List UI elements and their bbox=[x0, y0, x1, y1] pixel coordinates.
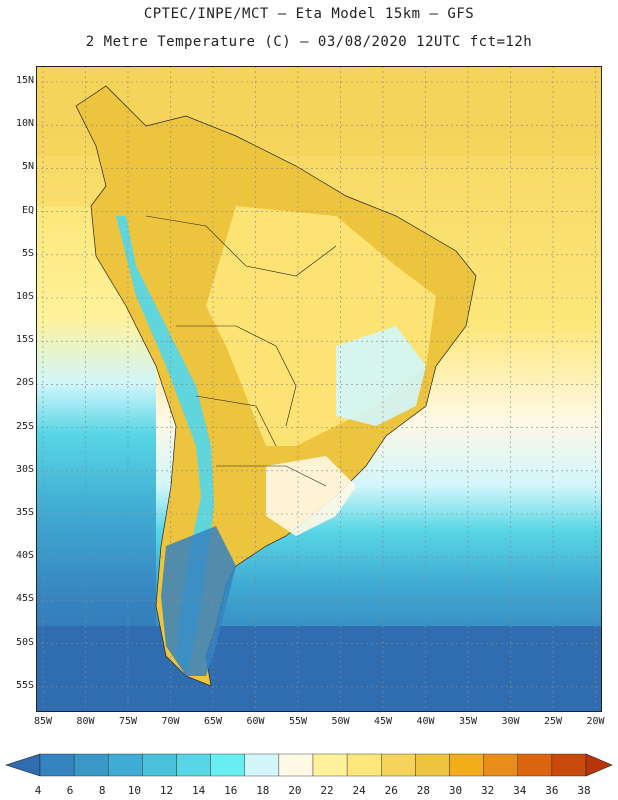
scale-swatch bbox=[176, 753, 211, 777]
scale-swatch bbox=[551, 753, 587, 777]
lat-label: 30S bbox=[15, 463, 34, 475]
scale-swatch bbox=[517, 753, 553, 777]
scale-label: 6 bbox=[67, 784, 74, 797]
scale-label: 20 bbox=[288, 784, 301, 797]
lat-label: 10N bbox=[15, 118, 34, 130]
scale-arrow-low bbox=[5, 753, 41, 777]
lon-label: 80W bbox=[76, 716, 95, 727]
lon-label: 50W bbox=[331, 716, 350, 727]
lon-label: 25W bbox=[543, 716, 563, 727]
lon-label: 70W bbox=[161, 716, 180, 727]
scale-label: 10 bbox=[128, 784, 141, 797]
lat-label: 25S bbox=[15, 420, 34, 432]
lat-label: 45S bbox=[15, 593, 34, 605]
lon-label: 55W bbox=[288, 716, 308, 727]
lat-lon-grid bbox=[36, 66, 602, 712]
scale-swatch bbox=[278, 753, 314, 777]
lon-label: 40W bbox=[416, 716, 435, 727]
lat-label: 55S bbox=[15, 679, 34, 691]
south-cold-band bbox=[36, 626, 602, 712]
scale-swatch bbox=[39, 753, 75, 777]
scale-swatch bbox=[210, 753, 245, 777]
scale-label: 30 bbox=[449, 784, 462, 797]
lat-label: EQ bbox=[21, 204, 34, 216]
southern-cone-cool bbox=[266, 456, 356, 536]
scale-label: 38 bbox=[577, 784, 590, 797]
lon-label: 35W bbox=[458, 716, 478, 727]
scale-arrow-high bbox=[585, 753, 613, 777]
country-borders bbox=[145, 215, 337, 487]
lat-label: 5N bbox=[21, 161, 34, 173]
scale-label: 18 bbox=[256, 784, 269, 797]
lat-label: 15N bbox=[15, 75, 34, 86]
lat-label: 10S bbox=[15, 291, 34, 302]
scale-swatch bbox=[244, 753, 280, 777]
southeast-brazil-cool bbox=[336, 326, 426, 426]
lon-label: 60W bbox=[246, 716, 265, 727]
lon-label: 30W bbox=[501, 716, 520, 727]
scale-swatch bbox=[483, 753, 518, 777]
scale-swatch bbox=[142, 753, 177, 777]
map-frame bbox=[36, 66, 602, 712]
lat-label: 20S bbox=[15, 377, 34, 389]
lat-label: 50S bbox=[15, 636, 34, 648]
scale-label: 14 bbox=[192, 784, 206, 797]
scale-label: 8 bbox=[99, 784, 106, 797]
lat-label: 40S bbox=[15, 550, 34, 562]
lon-label: 45W bbox=[373, 716, 393, 727]
scale-swatch bbox=[381, 753, 416, 777]
lat-label: 35S bbox=[15, 507, 34, 518]
scale-label: 12 bbox=[160, 784, 173, 797]
lon-label: 65W bbox=[203, 716, 223, 727]
lat-label: 5S bbox=[21, 247, 34, 259]
map-subtitle: 2 Metre Temperature (C) – 03/08/2020 12U… bbox=[85, 34, 533, 50]
color-scale: 4 6 8 10 12 14 16 18 20 22 24 26 28 30 32 34 36 38 bbox=[5, 753, 613, 797]
scale-label: 4 bbox=[35, 784, 42, 797]
lon-label: 85W bbox=[33, 716, 53, 727]
lon-label: 20W bbox=[586, 716, 605, 727]
scale-label: 36 bbox=[545, 784, 558, 797]
scale-swatch bbox=[415, 753, 450, 777]
scale-swatch bbox=[449, 753, 484, 777]
lat-label: 15S bbox=[15, 334, 34, 346]
lon-label: 75W bbox=[118, 716, 138, 727]
scale-label: 26 bbox=[385, 784, 398, 797]
scale-label: 28 bbox=[417, 784, 430, 797]
scale-swatch bbox=[108, 753, 143, 777]
scale-label: 22 bbox=[320, 784, 333, 797]
scale-label: 32 bbox=[481, 784, 494, 797]
scale-label: 34 bbox=[513, 784, 527, 797]
patagonia-cold bbox=[161, 526, 236, 676]
scale-swatch bbox=[312, 753, 348, 777]
scale-label: 16 bbox=[224, 784, 237, 797]
scale-label: 24 bbox=[353, 784, 367, 797]
map-title: CPTEC/INPE/MCT – Eta Model 15km – GFS bbox=[143, 6, 475, 22]
scale-swatch bbox=[346, 753, 382, 777]
temperature-map bbox=[36, 66, 602, 712]
scale-swatch bbox=[73, 753, 109, 777]
